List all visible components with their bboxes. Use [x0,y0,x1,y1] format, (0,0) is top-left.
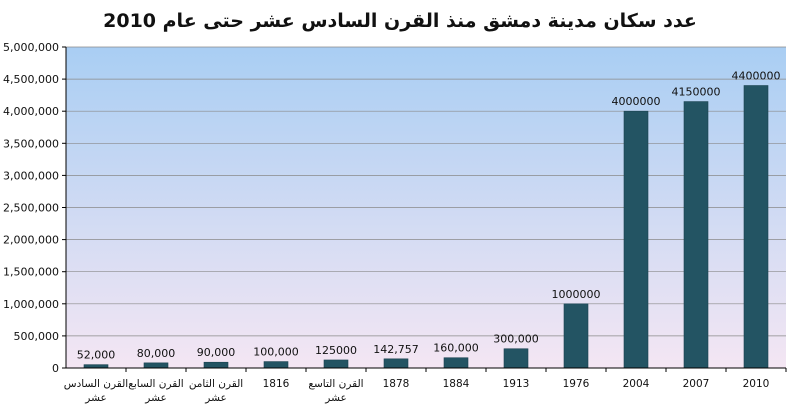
data-label: 1000000 [552,288,601,301]
y-tick-label: 5,000,000 [3,41,59,54]
data-label: 300,000 [493,333,539,346]
x-tick-label: 1878 [383,378,410,390]
x-tick-label: 2007 [683,378,710,390]
data-label: 90,000 [197,346,236,359]
y-tick-label: 2,500,000 [3,202,59,215]
bar [83,364,109,369]
bar [743,85,769,369]
y-tick-label: 0 [52,362,59,375]
bar [623,110,649,369]
data-label: 100,000 [253,346,299,359]
data-label: 4000000 [612,95,661,108]
chart-title: عدد سكان مدينة دمشق منذ القرن السادس عشر… [103,10,697,32]
x-tick-label: 1913 [503,378,530,390]
y-tick-label: 1,000,000 [3,298,59,311]
x-tick-label: القرن السابع عشر [128,378,183,404]
bar [503,348,529,369]
data-label: 160,000 [433,342,479,355]
gridlines [66,46,786,337]
bar [203,361,229,369]
y-axis-ticks: 0 500,000 1,000,000 1,500,000 2,000,000 2,500… [3,41,66,375]
data-label: 4400000 [732,70,781,83]
x-tick-label: القرن التاسع عشر [308,378,363,404]
bar [383,358,409,369]
data-label: 125000 [315,344,357,357]
x-tick-label: 2004 [623,378,650,390]
y-tick-label: 1,500,000 [3,266,59,279]
x-tick-label: 1816 [263,378,290,390]
y-tick-label: 2,000,000 [3,234,59,247]
data-label: 142,757 [373,343,419,356]
bars [83,85,769,369]
x-tick-label: 2010 [743,378,770,390]
data-label: 52,000 [77,349,116,362]
bar [323,359,349,369]
x-tick-label: 1976 [563,378,590,390]
y-tick-label: 3,500,000 [3,137,59,150]
x-tick-label: القرن السادس عشر [64,378,128,404]
bar [683,101,709,369]
bar [263,361,289,369]
x-tick-label: القرن الثامن عشر [189,378,243,404]
bar [563,303,589,369]
bar [443,357,469,369]
data-label: 4150000 [672,86,721,99]
x-tick-label: 1884 [443,378,470,390]
y-tick-label: 4,500,000 [3,73,59,86]
y-tick-label: 3,000,000 [3,169,59,182]
bar [143,362,169,369]
y-tick-label: 500,000 [14,330,60,343]
data-labels: 52,000 80,000 90,000 100,000 125000 142,757 16… [77,70,781,362]
data-label: 80,000 [137,347,176,360]
y-tick-label: 4,000,000 [3,105,59,118]
